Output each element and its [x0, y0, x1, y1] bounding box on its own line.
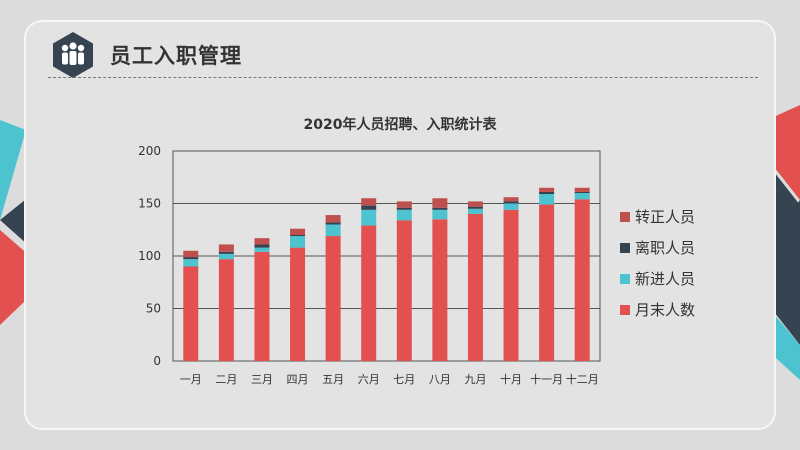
people-group-icon [53, 32, 93, 78]
bar-segment [361, 225, 377, 361]
bar-segment [539, 204, 555, 361]
x-tick-label: 十二月 [566, 372, 599, 386]
chart-title: 2020年人员招聘、入职统计表 [303, 117, 497, 133]
x-tick-label: 八月 [429, 373, 451, 386]
x-tick-label: 一月 [180, 373, 202, 386]
bar-segment [218, 259, 234, 361]
bar-segment [396, 220, 412, 361]
bar-segment [574, 199, 590, 361]
bar-segment [539, 187, 555, 192]
bar-segment [325, 236, 341, 361]
bar-segment [325, 224, 341, 237]
bar-segment [396, 209, 412, 221]
y-tick-label: 50 [146, 302, 161, 316]
bar-segment [432, 207, 448, 210]
legend-swatch [620, 243, 630, 253]
bar-segment [503, 201, 519, 204]
bar-segment [254, 244, 270, 248]
x-tick-label: 十月 [500, 372, 522, 386]
bar-segment [361, 198, 377, 206]
bar-segment [539, 194, 555, 205]
bar-segment [290, 247, 306, 361]
bar-segment [539, 191, 555, 195]
bar-segment [503, 209, 519, 361]
bar-segment [290, 235, 306, 237]
bar-segment [254, 247, 270, 252]
bar-segment [183, 259, 199, 267]
page-title: 员工入职管理 [110, 44, 242, 68]
bar-segment [467, 208, 483, 214]
legend-swatch [620, 305, 630, 315]
header-divider [48, 77, 758, 78]
x-tick-label: 五月 [322, 373, 344, 386]
x-tick-label: 七月 [393, 373, 415, 386]
bar-segment [361, 209, 377, 226]
x-tick-label: 三月 [251, 373, 273, 386]
bar-segment [325, 222, 341, 225]
bar-segment [218, 253, 234, 260]
legend-label: 月末人数 [635, 301, 695, 319]
bar-segment [183, 266, 199, 361]
y-tick-label: 150 [138, 197, 161, 211]
bar-segment [574, 193, 590, 200]
bar-segment [574, 187, 590, 192]
bar-segment [254, 251, 270, 361]
bar-segment [361, 205, 377, 210]
bar-segment [432, 209, 448, 220]
legend-swatch [620, 274, 630, 284]
legend-label: 离职人员 [635, 239, 695, 257]
legend-label: 新进人员 [635, 270, 695, 288]
y-tick-label: 100 [138, 249, 161, 263]
y-tick-label: 0 [153, 354, 161, 368]
bar-segment [254, 238, 270, 245]
legend-swatch [620, 212, 630, 222]
bar-segment [467, 206, 483, 209]
bar-segment [396, 207, 412, 210]
bar-segment [290, 236, 306, 248]
content-card [24, 20, 776, 430]
bar-segment [325, 215, 341, 223]
bar-segment [183, 257, 199, 260]
bar-segment [503, 203, 519, 210]
bar-segment [574, 191, 590, 193]
bar-segment [432, 219, 448, 361]
bar-segment [503, 197, 519, 202]
bar-segment [218, 251, 234, 254]
bar-segment [290, 228, 306, 235]
x-tick-label: 九月 [464, 373, 486, 386]
x-tick-label: 六月 [358, 373, 380, 386]
left-cyan-triangle [0, 120, 26, 220]
x-tick-label: 十一月 [530, 372, 563, 386]
bar-segment [467, 214, 483, 361]
x-tick-label: 四月 [287, 373, 309, 386]
bar-segment [467, 201, 483, 207]
bar-segment [183, 250, 199, 258]
y-tick-label: 200 [138, 144, 161, 158]
legend-label: 转正人员 [635, 208, 695, 226]
bar-segment [432, 198, 448, 208]
bar-segment [396, 201, 412, 208]
bar-segment [218, 244, 234, 252]
x-tick-label: 二月 [215, 373, 237, 386]
